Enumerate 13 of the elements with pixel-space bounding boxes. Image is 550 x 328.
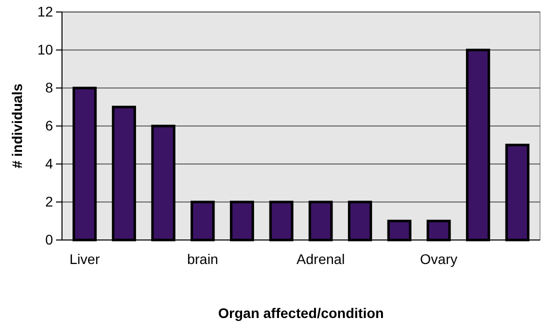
y-tick-label: 0 [45,231,54,248]
y-tick-label: 10 [37,41,54,58]
x-tick-label: brain [187,250,218,267]
y-axis-title: # individuals [9,83,25,168]
y-tick-label: 2 [45,193,54,210]
y-tick-label: 12 [37,3,54,20]
y-tick-label: 8 [45,79,54,96]
x-axis-title: Organ affected/condition [218,305,384,321]
x-tick-label: Adrenal [296,250,345,267]
y-tick-label: 6 [45,117,54,134]
y-tick-label: 4 [45,155,54,172]
x-tick-label: Liver [69,250,100,267]
x-tick-label: Ovary [420,250,458,267]
